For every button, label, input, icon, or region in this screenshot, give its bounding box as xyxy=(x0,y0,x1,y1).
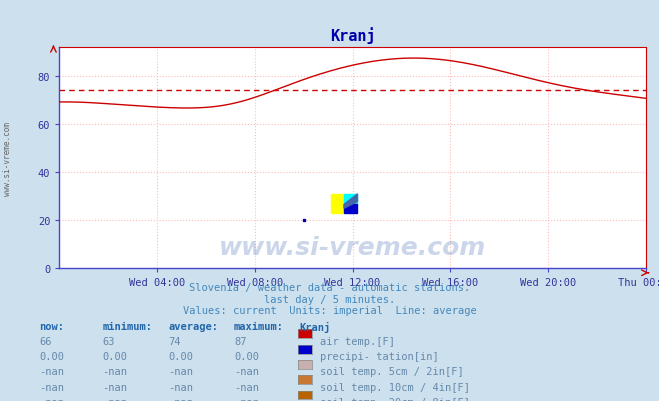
Bar xyxy=(331,194,344,213)
Text: 0.00: 0.00 xyxy=(40,351,65,361)
Text: -nan: -nan xyxy=(40,382,65,392)
Text: -nan: -nan xyxy=(234,367,259,377)
Text: -nan: -nan xyxy=(168,397,193,401)
Text: 0.00: 0.00 xyxy=(102,351,127,361)
Text: minimum:: minimum: xyxy=(102,321,152,331)
Text: Slovenia / weather data - automatic stations.: Slovenia / weather data - automatic stat… xyxy=(189,283,470,293)
Bar xyxy=(344,194,357,205)
Text: soil temp. 10cm / 4in[F]: soil temp. 10cm / 4in[F] xyxy=(320,382,470,392)
Text: -nan: -nan xyxy=(102,382,127,392)
Text: now:: now: xyxy=(40,321,65,331)
Text: 87: 87 xyxy=(234,336,246,346)
Text: precipi- tation[in]: precipi- tation[in] xyxy=(320,351,438,361)
Text: www.si-vreme.com: www.si-vreme.com xyxy=(219,235,486,259)
Text: Kranj: Kranj xyxy=(300,321,331,332)
Text: 0.00: 0.00 xyxy=(234,351,259,361)
Text: www.si-vreme.com: www.si-vreme.com xyxy=(3,122,13,195)
Text: -nan: -nan xyxy=(40,367,65,377)
Text: -nan: -nan xyxy=(168,367,193,377)
Text: average:: average: xyxy=(168,321,218,331)
Text: maximum:: maximum: xyxy=(234,321,284,331)
Text: Values: current  Units: imperial  Line: average: Values: current Units: imperial Line: av… xyxy=(183,306,476,316)
Text: 66: 66 xyxy=(40,336,52,346)
Text: -nan: -nan xyxy=(234,382,259,392)
Text: 0.00: 0.00 xyxy=(168,351,193,361)
Text: -nan: -nan xyxy=(102,367,127,377)
Text: -nan: -nan xyxy=(40,397,65,401)
Title: Kranj: Kranj xyxy=(330,27,376,44)
Text: air temp.[F]: air temp.[F] xyxy=(320,336,395,346)
Text: -nan: -nan xyxy=(102,397,127,401)
Text: 63: 63 xyxy=(102,336,115,346)
Text: -nan: -nan xyxy=(234,397,259,401)
Polygon shape xyxy=(344,194,357,209)
Text: soil temp. 20cm / 8in[F]: soil temp. 20cm / 8in[F] xyxy=(320,397,470,401)
Bar xyxy=(344,205,357,213)
Text: last day / 5 minutes.: last day / 5 minutes. xyxy=(264,295,395,305)
Text: -nan: -nan xyxy=(168,382,193,392)
Text: soil temp. 5cm / 2in[F]: soil temp. 5cm / 2in[F] xyxy=(320,367,463,377)
Text: 74: 74 xyxy=(168,336,181,346)
